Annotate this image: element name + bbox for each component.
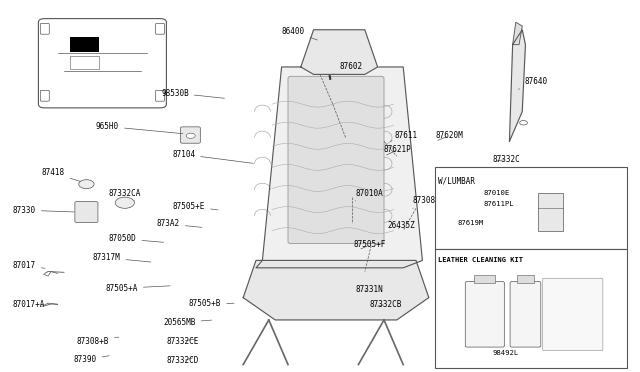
Polygon shape	[513, 22, 522, 45]
Bar	[435, 249, 627, 368]
Circle shape	[328, 78, 333, 81]
FancyBboxPatch shape	[38, 19, 166, 108]
FancyBboxPatch shape	[465, 282, 504, 347]
Bar	[474, 275, 495, 283]
Text: 87611PL: 87611PL	[483, 202, 514, 208]
Text: 26435Z: 26435Z	[387, 221, 415, 230]
Text: 87010E: 87010E	[483, 190, 509, 196]
Text: 87104: 87104	[172, 150, 253, 163]
Circle shape	[186, 133, 195, 138]
FancyBboxPatch shape	[180, 127, 200, 143]
FancyBboxPatch shape	[543, 278, 603, 350]
Text: 87620M: 87620M	[435, 131, 463, 140]
Circle shape	[520, 121, 527, 125]
Text: 87332CB: 87332CB	[370, 300, 403, 309]
FancyBboxPatch shape	[40, 90, 49, 101]
Polygon shape	[243, 260, 429, 320]
Text: 87017+A: 87017+A	[13, 300, 48, 309]
Text: 87331N: 87331N	[355, 285, 383, 294]
Text: 98492L: 98492L	[492, 350, 519, 356]
Text: 87505+A: 87505+A	[106, 284, 170, 293]
Text: 87050D: 87050D	[109, 234, 164, 243]
Text: W/LUMBAR: W/LUMBAR	[438, 177, 476, 186]
Text: 87505+E: 87505+E	[173, 202, 218, 211]
Text: 87330: 87330	[13, 206, 74, 215]
Text: 87308+A: 87308+A	[413, 196, 445, 208]
Bar	[538, 193, 563, 231]
Text: 873A2: 873A2	[157, 219, 202, 228]
Text: 87611: 87611	[390, 131, 418, 141]
Text: 87602: 87602	[333, 62, 362, 74]
Text: 98530B: 98530B	[161, 89, 225, 98]
Text: 87317M: 87317M	[93, 253, 151, 262]
Text: 87390: 87390	[74, 355, 109, 364]
Text: 87332CE: 87332CE	[166, 337, 199, 346]
FancyBboxPatch shape	[40, 23, 49, 34]
Text: LEATHER CLEANING KIT: LEATHER CLEANING KIT	[438, 257, 524, 263]
Polygon shape	[256, 67, 422, 268]
Text: 87505+B: 87505+B	[189, 299, 234, 308]
Text: 87418: 87418	[42, 169, 81, 182]
FancyBboxPatch shape	[156, 90, 164, 101]
Bar	[70, 56, 99, 69]
Text: 87332CA: 87332CA	[109, 189, 141, 201]
FancyBboxPatch shape	[510, 282, 541, 347]
Polygon shape	[301, 30, 378, 74]
Bar	[517, 275, 534, 283]
Text: 87619M: 87619M	[458, 220, 484, 226]
Text: 87332C: 87332C	[493, 155, 520, 164]
Bar	[70, 37, 99, 52]
Circle shape	[115, 197, 134, 208]
Text: 87308+B: 87308+B	[77, 337, 119, 346]
Polygon shape	[509, 30, 525, 141]
Text: 965H0: 965H0	[96, 122, 183, 134]
Text: 87505+F: 87505+F	[354, 240, 387, 249]
Text: 86400: 86400	[282, 27, 317, 40]
FancyBboxPatch shape	[156, 23, 164, 34]
Bar	[435, 167, 627, 249]
Text: 87010A: 87010A	[355, 189, 383, 201]
Text: 87621P: 87621P	[384, 145, 412, 155]
FancyBboxPatch shape	[288, 76, 384, 244]
Text: 87332CD: 87332CD	[166, 356, 199, 365]
Text: EB7000D1: EB7000D1	[528, 356, 567, 365]
Text: 87017: 87017	[13, 262, 45, 270]
Text: 87640: 87640	[518, 77, 548, 89]
Text: 20565MB: 20565MB	[163, 318, 212, 327]
Circle shape	[79, 180, 94, 189]
FancyBboxPatch shape	[75, 202, 98, 222]
